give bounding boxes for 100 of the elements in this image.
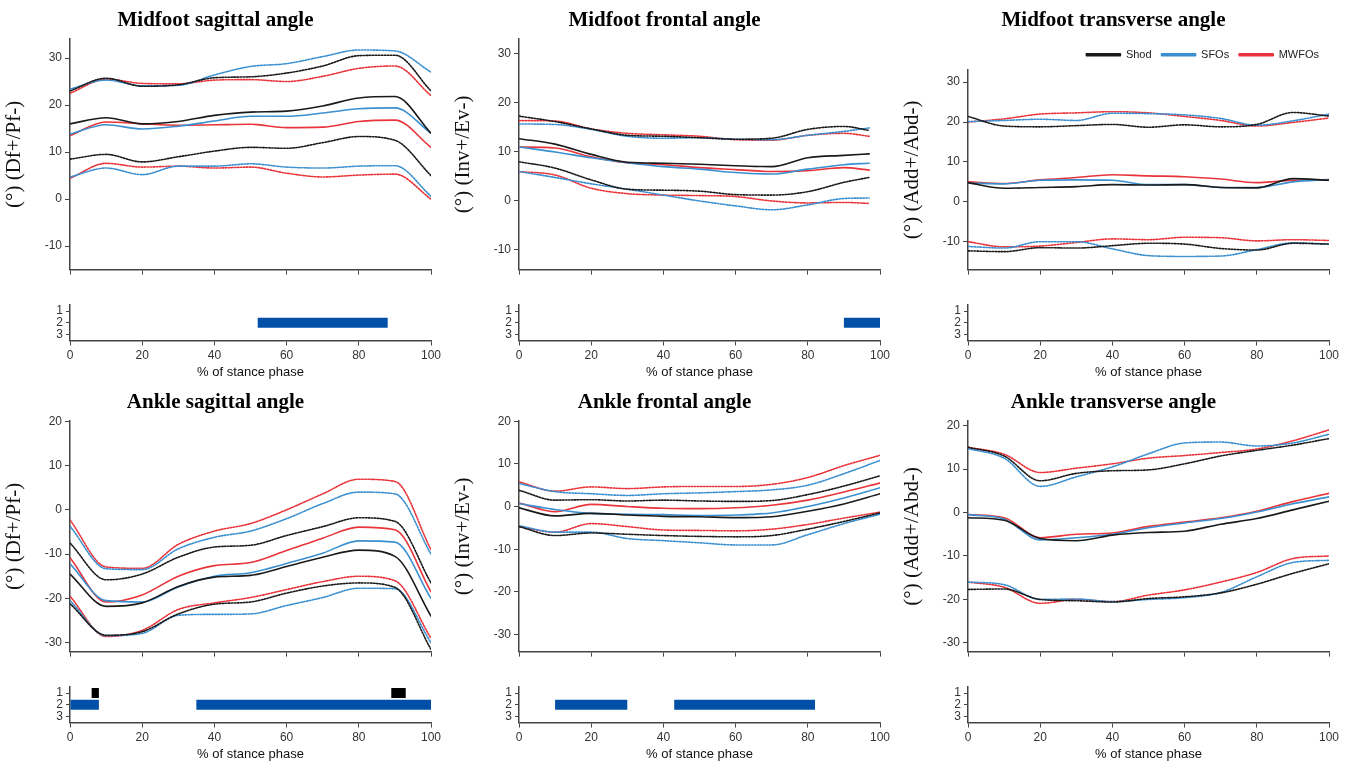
y-tick-label: 10 [497,456,512,471]
line-series [519,492,880,519]
line-series [70,119,431,149]
chart-title: Midfoot sagittal angle [117,7,314,32]
x-tick-label: 60 [728,730,743,745]
y-tick-label: -30 [493,626,512,641]
x-axis-title: % of stance phase [197,745,304,761]
x-tick-label: 40 [656,730,671,745]
y-tick-label: -10 [493,541,512,556]
chart-title: Ankle transverse angle [1010,389,1217,414]
legend-label: MWFOs [1278,47,1320,60]
line-series [968,236,1329,248]
y-tick-label: -30 [942,635,961,650]
x-tick-label: 60 [1177,348,1192,363]
y-tick-label: -20 [942,591,961,606]
y-tick-label: 0 [953,194,961,209]
y-tick-label: 0 [504,498,512,513]
y-axis-title: (°) (Df+/Pf-) [1,482,26,590]
line-series [70,540,431,603]
x-tick-label: 40 [1105,348,1120,363]
y-tick-label: 0 [504,193,512,208]
x-axis-title: % of stance phase [197,363,304,379]
y-tick-label: 0 [953,504,961,519]
x-tick-label: 80 [1250,348,1264,363]
legend-label: SFOs [1201,47,1230,60]
y-tick-label: 1 [56,685,64,700]
y-tick-label: 20 [946,114,961,129]
y-tick-label: 20 [48,97,63,112]
y-tick-label: -10 [493,242,512,257]
y-tick-label: -10 [942,548,961,563]
x-tick-label: 40 [207,730,222,745]
y-axis-title: (°) (Inv+/Ev-) [450,95,475,214]
x-tick-label: 0 [66,730,74,745]
y-tick-label: 10 [946,154,961,169]
line-series [70,526,431,603]
line-series [70,516,431,584]
y-tick-label: 20 [946,417,961,432]
x-tick-label: 100 [1318,730,1340,745]
x-tick-label: 80 [352,348,366,363]
line-series [519,137,870,168]
x-tick-label: 80 [352,730,366,745]
x-tick-label: 100 [1318,348,1340,363]
x-tick-label: 80 [801,348,815,363]
x-tick-label: 60 [279,730,294,745]
line-series [968,437,1329,482]
y-tick-label: -30 [44,635,63,650]
x-axis-title: % of stance phase [646,363,753,379]
y-tick-label: 20 [48,413,63,428]
x-tick-label: 20 [584,730,599,745]
x-tick-label: 60 [728,348,743,363]
line-series [70,95,431,135]
y-tick-label: 20 [497,95,512,110]
x-tick-label: 0 [515,730,523,745]
y-axis-title: (°) (Add+/Abd-) [899,467,924,606]
x-tick-label: 100 [420,730,442,745]
y-tick-label: -10 [44,546,63,561]
chart-title: Midfoot frontal angle [568,7,761,32]
y-tick-label: -20 [44,590,63,605]
line-series [70,549,431,617]
x-tick-label: 20 [584,348,599,363]
y-tick-label: 10 [48,144,63,159]
x-tick-label: 100 [869,348,891,363]
x-axis-title: % of stance phase [646,745,753,761]
y-tick-label: 20 [497,413,512,428]
y-tick-label: 0 [55,191,63,206]
x-tick-label: 0 [964,730,972,745]
y-tick-label: 10 [497,144,512,159]
y-axis-title: (°) (Add+/Abd-) [899,100,924,240]
line-series [70,575,431,640]
x-tick-label: 0 [964,348,972,363]
line-series [70,65,431,97]
y-tick-label: 1 [505,685,513,700]
x-tick-label: 0 [66,348,74,363]
y-tick-label: 1 [954,685,962,700]
x-tick-label: 0 [515,348,523,363]
y-tick-label: 30 [497,46,512,61]
x-tick-label: 20 [1033,730,1048,745]
y-tick-label: -10 [44,238,63,253]
line-series [70,107,431,135]
x-axis-title: % of stance phase [1095,745,1202,761]
y-tick-label: 1 [954,303,962,318]
x-tick-label: 20 [135,348,150,363]
line-series [519,475,880,503]
x-tick-label: 80 [1250,730,1264,745]
line-series [519,512,880,538]
x-tick-label: 20 [1033,348,1048,363]
x-tick-label: 60 [1177,730,1192,745]
y-tick-label: 10 [48,457,63,472]
y-tick-label: -10 [942,234,961,248]
x-tick-label: 40 [656,348,671,363]
line-series [70,587,431,644]
x-axis-title: % of stance phase [1095,363,1202,379]
legend-label: Shod [1125,47,1152,60]
y-tick-label: 30 [48,50,63,65]
line-series [519,513,880,546]
line-series [968,433,1329,488]
y-tick-label: 1 [505,303,513,318]
y-axis-title: (°) (Df+/Pf-) [1,100,26,208]
line-series [968,242,1329,253]
x-tick-label: 80 [801,730,815,745]
